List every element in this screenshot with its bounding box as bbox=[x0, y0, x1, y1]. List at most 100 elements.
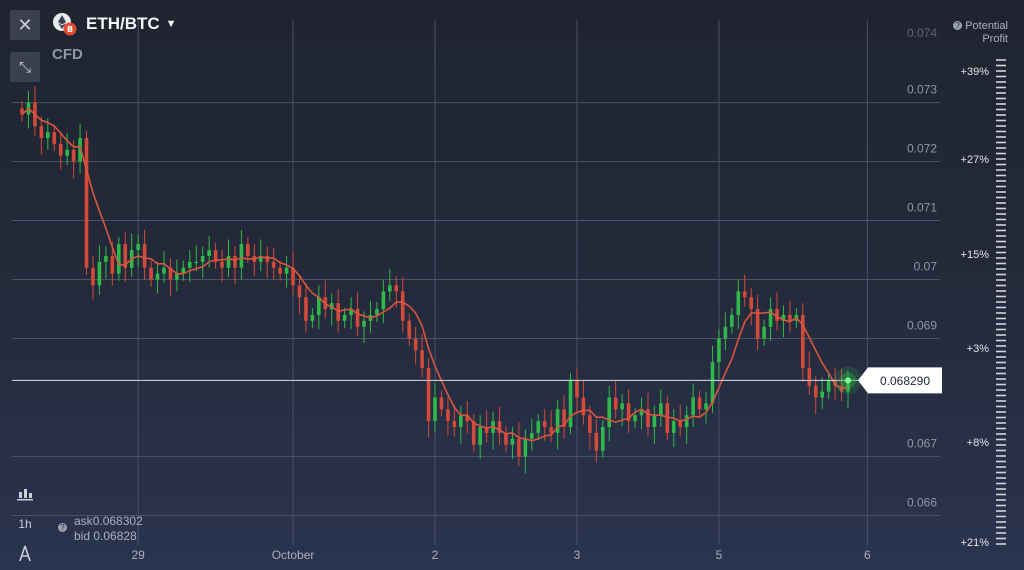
candle-body bbox=[226, 255, 231, 268]
profit-scale-label: +27% bbox=[961, 154, 990, 166]
candle-body bbox=[710, 362, 715, 404]
candle-body bbox=[220, 261, 224, 268]
candle-body bbox=[659, 403, 663, 416]
candle-body bbox=[568, 379, 573, 428]
candle-body bbox=[265, 255, 270, 262]
y-tick-label: 0.071 bbox=[907, 201, 937, 215]
timeframe-button[interactable]: 1h bbox=[18, 517, 32, 531]
candle-body bbox=[246, 244, 250, 256]
candle-body bbox=[407, 320, 411, 339]
candle-body bbox=[65, 149, 69, 156]
candle-body bbox=[749, 297, 754, 310]
candle-body bbox=[768, 309, 773, 327]
asset-type: CFD bbox=[52, 46, 83, 63]
candle-body bbox=[291, 267, 295, 286]
shrink-icon: ⤡ bbox=[18, 58, 31, 76]
y-tick-label: 0.072 bbox=[907, 142, 937, 156]
candle-body bbox=[697, 397, 702, 410]
candle-body bbox=[459, 415, 463, 428]
help-icon[interactable]: ? bbox=[953, 21, 963, 30]
chart-grid bbox=[12, 20, 940, 545]
candle-body bbox=[336, 303, 341, 321]
svg-text:B: B bbox=[67, 25, 73, 34]
candle-body bbox=[342, 314, 347, 321]
candle-body bbox=[39, 126, 44, 138]
y-tick-label: 0.074 bbox=[907, 26, 937, 40]
candle-body bbox=[730, 314, 734, 327]
candle-body bbox=[671, 421, 676, 433]
candle-body bbox=[446, 409, 450, 422]
candle-body bbox=[646, 409, 650, 428]
ask-value: 0.068302 bbox=[92, 514, 143, 528]
y-tick-label: 0.067 bbox=[907, 437, 937, 451]
candle-body bbox=[233, 255, 237, 268]
candle-body bbox=[633, 415, 637, 422]
asset-selector[interactable]: B ETH/BTC ▼ bbox=[52, 10, 177, 38]
candle-body bbox=[826, 379, 831, 392]
candle-body bbox=[497, 421, 502, 433]
candle-body bbox=[471, 421, 476, 445]
candle-body bbox=[788, 314, 792, 321]
candle-body bbox=[426, 368, 431, 422]
candle-body bbox=[510, 438, 515, 445]
candle-body bbox=[149, 267, 153, 280]
candle-body bbox=[58, 143, 63, 156]
candle-body bbox=[349, 309, 353, 315]
x-tick-label: October bbox=[272, 548, 315, 562]
candle-body bbox=[271, 261, 276, 268]
candle-body bbox=[329, 303, 334, 310]
candle-body bbox=[775, 309, 779, 321]
help-icon[interactable]: ? bbox=[58, 523, 67, 532]
candle-body bbox=[175, 273, 179, 280]
price-tag-label: 0.068290 bbox=[880, 374, 930, 388]
candle-body bbox=[542, 421, 547, 428]
candle-body bbox=[607, 397, 612, 428]
candle-body bbox=[239, 244, 244, 268]
indicators-button[interactable] bbox=[12, 541, 38, 567]
candle-body bbox=[420, 350, 424, 369]
y-tick-label: 0.073 bbox=[907, 83, 937, 97]
candle-body bbox=[588, 415, 592, 433]
candle-body bbox=[168, 267, 173, 280]
candle-body bbox=[213, 250, 218, 262]
candle-body bbox=[355, 309, 360, 327]
candle-body bbox=[742, 291, 747, 298]
candle-body bbox=[581, 397, 586, 416]
chevron-down-icon[interactable]: ▼ bbox=[165, 18, 177, 30]
candle-body bbox=[123, 244, 128, 268]
candle-body bbox=[807, 368, 812, 386]
candle-body bbox=[833, 379, 837, 386]
close-button[interactable]: ✕ bbox=[10, 10, 40, 40]
candle-body bbox=[162, 267, 166, 274]
candle-body bbox=[717, 338, 721, 363]
moving-average-line bbox=[21, 107, 849, 442]
current-price-marker bbox=[834, 366, 862, 395]
ask-label: ask bbox=[74, 514, 93, 528]
candle-body bbox=[762, 326, 766, 339]
profit-scale-label: +8% bbox=[967, 437, 990, 449]
x-tick-label: 5 bbox=[716, 548, 723, 562]
chart-type-button[interactable] bbox=[12, 481, 38, 507]
bid-value: 0.06828 bbox=[93, 529, 137, 543]
candle-body bbox=[310, 314, 315, 321]
price-glow-dot bbox=[845, 377, 851, 384]
candle-body bbox=[181, 267, 186, 274]
candle-body bbox=[452, 421, 457, 428]
candle-body bbox=[278, 267, 282, 274]
candle-body bbox=[20, 108, 24, 115]
x-tick-label: 29 bbox=[131, 548, 145, 562]
profit-scale-label: +21% bbox=[961, 537, 990, 549]
bid-row: bid 0.06828 bbox=[74, 529, 143, 544]
candle-body bbox=[529, 432, 534, 439]
shrink-button[interactable]: ⤡ bbox=[10, 52, 40, 82]
candle-body bbox=[200, 255, 205, 262]
profit-scale-label: +15% bbox=[961, 249, 990, 261]
eth-btc-icon: B bbox=[52, 11, 78, 37]
asset-title: ETH/BTC bbox=[86, 14, 160, 33]
candle-body bbox=[413, 338, 418, 351]
candle-body bbox=[600, 427, 605, 451]
bid-label: bid bbox=[74, 529, 91, 543]
candle-body bbox=[652, 415, 657, 428]
candle-body bbox=[317, 297, 321, 315]
